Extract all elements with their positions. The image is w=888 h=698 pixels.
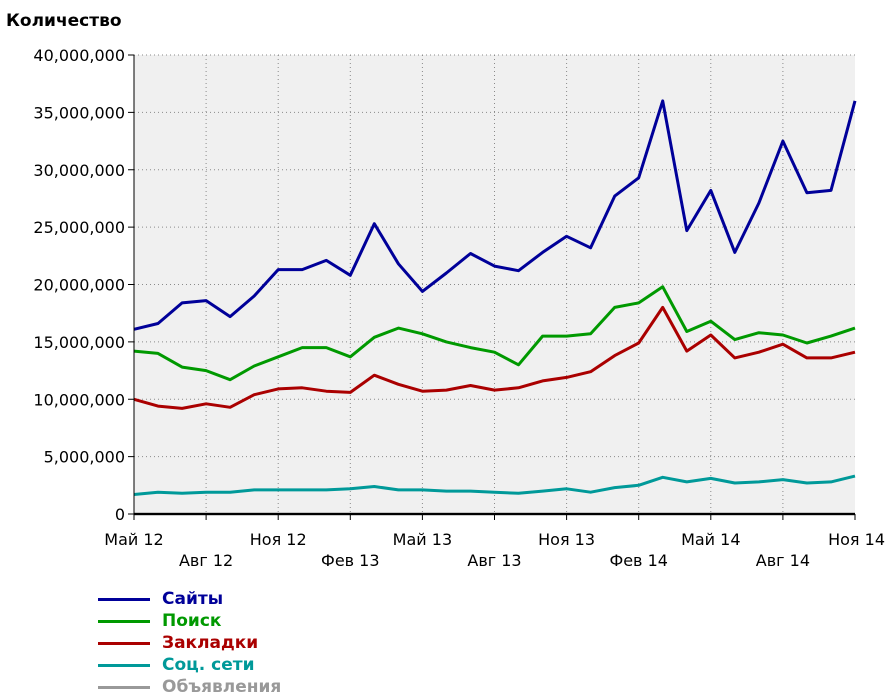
legend-item: Объявления	[98, 676, 281, 698]
legend-label: Сайты	[162, 589, 224, 609]
y-tick-label: 10,000,000	[33, 390, 125, 409]
legend-label: Поиск	[162, 611, 222, 631]
legend-swatch	[98, 685, 150, 689]
legend-label: Закладки	[162, 633, 259, 653]
x-tick-label: Ноя 12	[250, 530, 307, 549]
legend-item: Сайты	[98, 588, 281, 610]
legend-label: Соц. сети	[162, 655, 255, 675]
x-tick-label: Авг 14	[756, 551, 810, 570]
series-line	[133, 474, 856, 496]
x-tick-label: Май 12	[104, 530, 163, 549]
axes: 0 5,000,000 10,000,000 15,000,000 20,000,000…	[33, 46, 885, 570]
legend: Сайты Поиск Закладки Соц. сети Объявления	[98, 588, 281, 698]
x-tick-label: Фев 14	[609, 551, 668, 570]
legend-label: Объявления	[162, 677, 282, 697]
x-tick-label: Авг 12	[179, 551, 233, 570]
y-tick-label: 40,000,000	[33, 46, 125, 65]
x-tick-label: Май 14	[681, 530, 740, 549]
legend-item: Поиск	[98, 610, 281, 632]
legend-swatch	[98, 597, 150, 601]
legend-swatch	[98, 619, 150, 623]
series-line	[133, 305, 856, 410]
y-tick-label: 0	[115, 505, 125, 524]
x-tick-label: Авг 13	[467, 551, 521, 570]
y-tick-label: 15,000,000	[33, 333, 125, 352]
y-axis-label: Количество	[6, 11, 122, 31]
y-tick-label: 30,000,000	[33, 161, 125, 180]
y-tick-label: 5,000,000	[44, 448, 125, 467]
legend-item: Соц. сети	[98, 654, 281, 676]
y-tick-label: 20,000,000	[33, 276, 125, 295]
series-line	[133, 99, 857, 331]
y-tick-label: 25,000,000	[33, 218, 125, 237]
x-tick-label: Фев 13	[321, 551, 380, 570]
y-tick-label: 35,000,000	[33, 103, 125, 122]
x-tick-label: Май 13	[393, 530, 452, 549]
grid	[134, 54, 855, 514]
series-line	[133, 285, 856, 382]
x-tick-label: Ноя 14	[828, 530, 885, 549]
legend-swatch	[98, 641, 150, 645]
x-tick-label: Ноя 13	[538, 530, 595, 549]
legend-swatch	[98, 663, 150, 667]
legend-item: Закладки	[98, 632, 281, 654]
